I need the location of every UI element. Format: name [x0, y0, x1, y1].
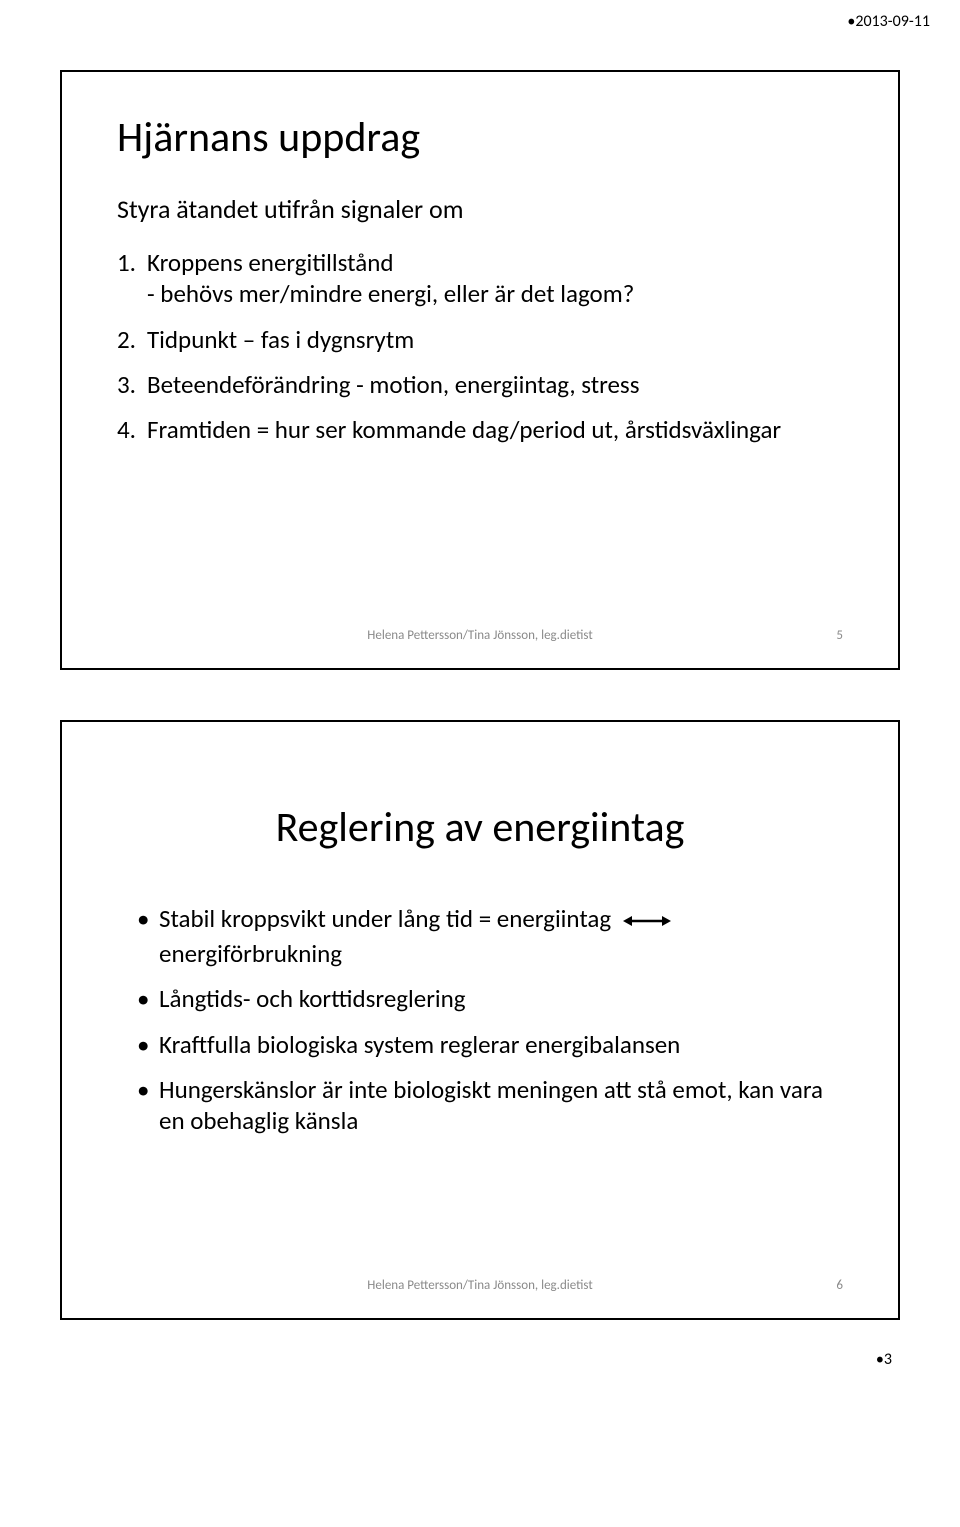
- list-item: Långtids- och korttidsreglering: [137, 983, 843, 1014]
- slide-footer: Helena Pettersson/Tina Jönsson, leg.diet…: [117, 608, 843, 643]
- list-item: 3. Beteendeförändring - motion, energiin…: [147, 369, 843, 400]
- list-item: 1. Kroppens energitillstånd - behövs mer…: [147, 247, 843, 310]
- list-item: Kraftfulla biologiska system reglerar en…: [137, 1029, 843, 1060]
- list-number: 1.: [117, 247, 136, 278]
- list-text-pre: Stabil kroppsvikt under lång tid = energ…: [159, 903, 611, 934]
- list-item: Stabil kroppsvikt under lång tid = energ…: [137, 903, 843, 969]
- list-text: Kraftfulla biologiska system reglerar en…: [159, 1029, 680, 1060]
- date-header: •2013-09-11: [847, 12, 930, 31]
- footer-text: Helena Pettersson/Tina Jönsson, leg.diet…: [367, 628, 592, 643]
- list-text: Långtids- och korttidsreglering: [159, 983, 466, 1014]
- list-number: 3.: [117, 369, 136, 400]
- footer-text: Helena Pettersson/Tina Jönsson, leg.diet…: [367, 1278, 592, 1293]
- list-text: Beteendeförändring - motion, energiintag…: [147, 369, 639, 400]
- list-text-post: energiförbrukning: [159, 938, 342, 969]
- footer-number: 5: [836, 628, 843, 643]
- list-item: 2. Tidpunkt – fas i dygnsrytm: [147, 324, 843, 355]
- list-subtext: - behövs mer/mindre energi, eller är det…: [147, 278, 843, 309]
- list-item: Hungerskänslor är inte biologiskt mening…: [137, 1074, 843, 1137]
- double-arrow-icon: [623, 904, 671, 935]
- page: •2013-09-11 Hjärnans uppdrag Styra ätand…: [0, 0, 960, 1389]
- slide-title: Reglering av energiintag: [117, 802, 843, 853]
- list-number: 4.: [117, 414, 136, 445]
- slide-1: Hjärnans uppdrag Styra ätandet utifrån s…: [60, 70, 900, 670]
- slide-subtitle: Styra ätandet utifrån signaler om: [117, 193, 843, 225]
- slide-footer: Helena Pettersson/Tina Jönsson, leg.diet…: [117, 1258, 843, 1293]
- list-item: 4. Framtiden = hur ser kommande dag/peri…: [147, 414, 843, 445]
- page-number: •3: [60, 1350, 900, 1369]
- bullet-list: Stabil kroppsvikt under lång tid = energ…: [117, 903, 843, 1150]
- numbered-list: 1. Kroppens energitillstånd - behövs mer…: [117, 247, 843, 459]
- slide-title: Hjärnans uppdrag: [117, 112, 843, 163]
- list-number: 2.: [117, 324, 136, 355]
- list-text: Hungerskänslor är inte biologiskt mening…: [159, 1074, 823, 1136]
- slide-2: Reglering av energiintag Stabil kroppsvi…: [60, 720, 900, 1320]
- footer-number: 6: [836, 1278, 843, 1293]
- list-text: Kroppens energitillstånd: [147, 247, 393, 278]
- list-text: Framtiden = hur ser kommande dag/period …: [147, 414, 781, 445]
- list-text: Tidpunkt – fas i dygnsrytm: [147, 324, 414, 355]
